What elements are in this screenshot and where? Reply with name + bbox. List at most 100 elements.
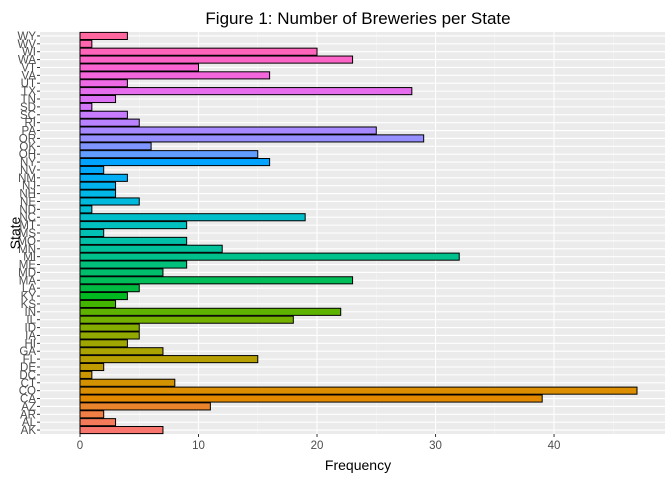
- y-tick-label: IN: [25, 307, 37, 319]
- bar-nv: [79, 165, 105, 174]
- x-tick-label: 10: [192, 440, 205, 452]
- bar-ks: [79, 299, 117, 308]
- y-tick-label: DE: [20, 362, 36, 374]
- y-tick-label: CA: [20, 394, 36, 406]
- y-tick-label: OR: [19, 133, 36, 145]
- bar-nc: [79, 213, 306, 222]
- bars: [79, 31, 638, 435]
- y-tick-label: CO: [19, 386, 36, 398]
- bar-tx: [79, 87, 413, 96]
- bar-fl: [79, 355, 259, 364]
- bar-id: [79, 323, 140, 332]
- bar-wv: [79, 39, 93, 48]
- bar-ar: [79, 410, 105, 419]
- y-tick-label: IL: [26, 315, 36, 327]
- chart-title: Figure 1: Number of Breweries per State: [205, 9, 510, 28]
- y-tick-label: AR: [20, 409, 36, 421]
- x-tick-label: 20: [311, 440, 324, 452]
- bar-il: [79, 315, 294, 324]
- bar-or: [79, 134, 425, 143]
- bar-az: [79, 402, 211, 411]
- y-tick-label: NV: [20, 165, 36, 177]
- bar-md: [79, 268, 164, 277]
- y-tick-label: MS: [19, 228, 37, 240]
- y-tick-label: MI: [23, 252, 36, 264]
- bar-oh: [79, 150, 259, 159]
- bar-wi: [79, 47, 318, 56]
- y-tick-label: AK: [21, 425, 37, 437]
- y-tick-label: UT: [21, 78, 36, 90]
- bar-de: [79, 362, 105, 372]
- bar-ma: [79, 276, 354, 285]
- y-tick-label: NM: [18, 173, 36, 185]
- y-tick-label: VA: [22, 70, 37, 82]
- bar-pa: [79, 126, 377, 135]
- y-tick-label: MT: [19, 220, 36, 232]
- y-tick-label: DC: [19, 370, 36, 382]
- y-tick-label: WV: [17, 39, 36, 51]
- x-tick-label: 0: [77, 440, 83, 452]
- bar-ak: [79, 426, 164, 435]
- bar-mi: [79, 252, 460, 261]
- y-tick-label: GA: [19, 346, 36, 358]
- bar-in: [79, 307, 342, 316]
- y-tick-label: HI: [25, 338, 37, 350]
- y-axis-title: State: [7, 216, 23, 249]
- y-tick-label: TX: [21, 86, 36, 98]
- bar-ca: [79, 394, 543, 403]
- y-tick-label: SD: [20, 102, 36, 114]
- x-tick-label: 30: [429, 440, 442, 452]
- y-tick-label: NJ: [22, 181, 36, 193]
- bar-nd: [79, 205, 93, 214]
- y-tick-label: NC: [19, 212, 36, 224]
- bar-ok: [79, 142, 152, 151]
- bar-dc: [79, 370, 93, 379]
- y-tick-label: WA: [18, 55, 36, 67]
- x-axis: 0 10 20 30 40: [77, 434, 561, 452]
- bar-nj: [79, 181, 117, 190]
- y-axis: AKALARAZCACOCTDCDEFLGAHIIAIDILINKSKYLAMA…: [17, 31, 40, 437]
- bar-mo: [79, 236, 188, 245]
- bar-ms: [79, 228, 105, 238]
- y-tick-label: AZ: [21, 401, 36, 413]
- y-tick-label: LA: [22, 283, 36, 295]
- y-tick-label: AL: [22, 417, 37, 429]
- y-tick-label: KS: [21, 299, 37, 311]
- y-tick-label: OH: [19, 149, 36, 161]
- x-tick-label: 40: [548, 440, 561, 452]
- y-tick-label: WI: [22, 47, 36, 59]
- x-axis-title: Frequency: [325, 457, 391, 473]
- y-tick-label: ME: [19, 260, 37, 272]
- bar-mn: [79, 244, 223, 253]
- y-tick-label: MN: [18, 244, 36, 256]
- bar-wa: [79, 55, 354, 64]
- y-tick-label: WY: [17, 31, 36, 43]
- y-tick-label: OK: [19, 141, 36, 153]
- bar-ne: [79, 197, 140, 206]
- y-tick-label: RI: [25, 118, 37, 130]
- y-tick-label: NH: [19, 189, 36, 201]
- y-tick-label: MD: [18, 267, 36, 279]
- bar-ct: [79, 378, 176, 387]
- y-tick-label: KY: [21, 291, 37, 303]
- y-tick-label: ID: [25, 323, 37, 335]
- y-tick-label: VT: [21, 62, 36, 74]
- bar-al: [79, 418, 117, 427]
- bar-co: [79, 386, 638, 395]
- bar-sd: [79, 102, 93, 111]
- bar-sc: [79, 110, 128, 119]
- y-tick-label: CT: [21, 378, 36, 390]
- bar-vt: [79, 63, 200, 72]
- bar-la: [79, 284, 140, 293]
- bar-ia: [79, 331, 140, 340]
- bar-tn: [79, 94, 117, 104]
- y-tick-label: TN: [21, 94, 36, 106]
- bar-ri: [79, 118, 140, 127]
- bar-hi: [79, 339, 128, 348]
- bar-nh: [79, 189, 117, 198]
- bar-ga: [79, 347, 164, 356]
- y-tick-label: NY: [20, 157, 36, 169]
- bar-ny: [79, 158, 271, 167]
- bar-me: [79, 260, 188, 269]
